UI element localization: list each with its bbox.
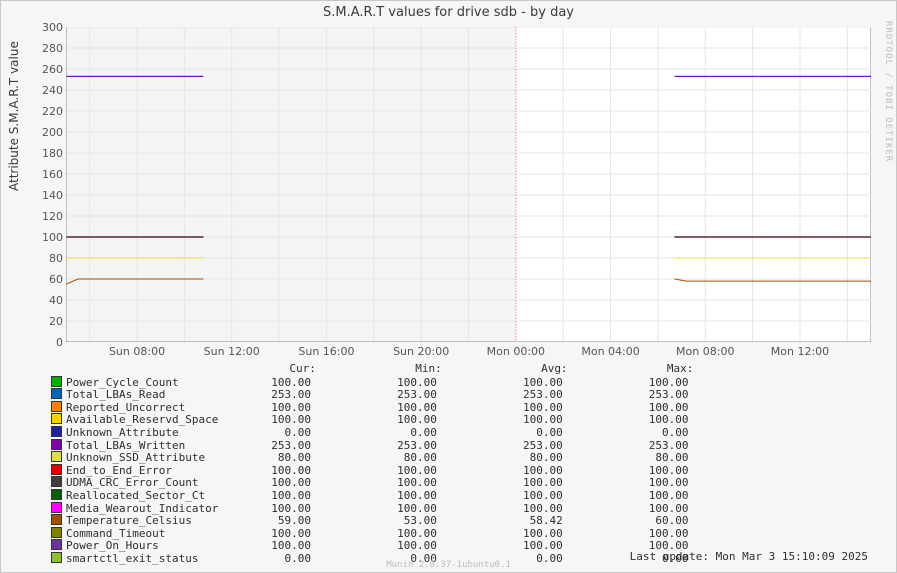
- legend-row: End_to_End_Error 100.00 100.00 100.00 10…: [51, 464, 693, 477]
- legend-row: Unknown_SSD_Attribute 80.00 80.00 80.00 …: [51, 451, 693, 464]
- y-tick: 60: [37, 273, 63, 286]
- chart-title: S.M.A.R.T values for drive sdb - by day: [1, 5, 896, 20]
- legend-text: Unknown_SSD_Attribute 80.00 80.00 80.00 …: [66, 451, 689, 464]
- legend-row: Reallocated_Sector_Ct 100.00 100.00 100.…: [51, 489, 693, 502]
- x-tick: Sun 16:00: [298, 345, 354, 358]
- y-tick: 140: [37, 189, 63, 202]
- legend-swatch: [51, 539, 62, 550]
- legend-text: Total_LBAs_Written 253.00 253.00 253.00 …: [66, 439, 689, 452]
- legend-text: Unknown_Attribute 0.00 0.00 0.00 0.00: [66, 426, 689, 439]
- legend-row: Total_LBAs_Read 253.00 253.00 253.00 253…: [51, 388, 693, 401]
- y-tick: 20: [37, 315, 63, 328]
- legend-swatch: [51, 464, 62, 475]
- legend-swatch: [51, 476, 62, 487]
- y-tick: 160: [37, 168, 63, 181]
- x-tick: Mon 04:00: [581, 345, 639, 358]
- legend-swatch: [51, 527, 62, 538]
- y-tick: 120: [37, 210, 63, 223]
- legend-swatch: [51, 413, 62, 424]
- x-tick: Mon 12:00: [771, 345, 829, 358]
- legend-text: UDMA_CRC_Error_Count 100.00 100.00 100.0…: [66, 476, 689, 489]
- rrdtool-side-label: RRDTOOL / TOBI OETIKER: [883, 21, 893, 162]
- legend-row: Total_LBAs_Written 253.00 253.00 253.00 …: [51, 439, 693, 452]
- y-tick: 300: [37, 21, 63, 34]
- legend-swatch: [51, 451, 62, 462]
- legend-text: Reallocated_Sector_Ct 100.00 100.00 100.…: [66, 489, 689, 502]
- y-tick: 40: [37, 294, 63, 307]
- y-tick: 0: [37, 336, 63, 349]
- legend-swatch: [51, 388, 62, 399]
- legend-text: Reported_Uncorrect 100.00 100.00 100.00 …: [66, 401, 689, 414]
- y-tick: 180: [37, 147, 63, 160]
- legend-row: Available_Reservd_Space 100.00 100.00 10…: [51, 413, 693, 426]
- legend-row: Power_Cycle_Count 100.00 100.00 100.00 1…: [51, 376, 693, 389]
- legend-text: Temperature_Celsius 59.00 53.00 58.42 60…: [66, 514, 689, 527]
- y-tick: 220: [37, 105, 63, 118]
- y-tick: 200: [37, 126, 63, 139]
- legend-row: Power_On_Hours 100.00 100.00 100.00 100.…: [51, 539, 693, 552]
- legend-swatch: [51, 489, 62, 500]
- x-tick: Sun 12:00: [204, 345, 260, 358]
- legend-text: End_to_End_Error 100.00 100.00 100.00 10…: [66, 464, 689, 477]
- x-tick: Mon 00:00: [487, 345, 545, 358]
- y-tick: 100: [37, 231, 63, 244]
- legend-header: Cur: Min: Avg: Max:: [51, 363, 693, 376]
- legend-table: Cur: Min: Avg: Max:Power_Cycle_Count 100…: [51, 363, 693, 565]
- plot-svg: [66, 27, 871, 342]
- x-tick: Sun 08:00: [109, 345, 165, 358]
- legend-text: Available_Reservd_Space 100.00 100.00 10…: [66, 413, 689, 426]
- legend-text: Power_Cycle_Count 100.00 100.00 100.00 1…: [66, 376, 689, 389]
- legend-swatch: [51, 514, 62, 525]
- x-tick: Sun 20:00: [393, 345, 449, 358]
- legend-row: Media_Wearout_Indicator 100.00 100.00 10…: [51, 502, 693, 515]
- legend-swatch: [51, 401, 62, 412]
- legend-row: Reported_Uncorrect 100.00 100.00 100.00 …: [51, 401, 693, 414]
- legend-swatch: [51, 502, 62, 513]
- x-tick: Mon 08:00: [676, 345, 734, 358]
- plot-area: [66, 27, 871, 342]
- y-tick: 240: [37, 84, 63, 97]
- legend-text: Media_Wearout_Indicator 100.00 100.00 10…: [66, 502, 689, 515]
- legend-row: Command_Timeout 100.00 100.00 100.00 100…: [51, 527, 693, 540]
- y-axis-label: Attribute S.M.A.R.T value: [7, 41, 21, 191]
- legend-swatch: [51, 426, 62, 437]
- footer-text: Munin 2.0.37-1ubuntu0.1: [1, 560, 896, 570]
- y-tick: 80: [37, 252, 63, 265]
- legend-row: Temperature_Celsius 59.00 53.00 58.42 60…: [51, 514, 693, 527]
- legend-text: Command_Timeout 100.00 100.00 100.00 100…: [66, 527, 689, 540]
- legend-row: Unknown_Attribute 0.00 0.00 0.00 0.00: [51, 426, 693, 439]
- y-tick: 280: [37, 42, 63, 55]
- legend-swatch: [51, 376, 62, 387]
- legend-swatch: [51, 439, 62, 450]
- legend-text: Total_LBAs_Read 253.00 253.00 253.00 253…: [66, 388, 689, 401]
- legend-text: Power_On_Hours 100.00 100.00 100.00 100.…: [66, 539, 689, 552]
- legend-row: UDMA_CRC_Error_Count 100.00 100.00 100.0…: [51, 476, 693, 489]
- chart-container: S.M.A.R.T values for drive sdb - by day …: [0, 0, 897, 573]
- y-tick: 260: [37, 63, 63, 76]
